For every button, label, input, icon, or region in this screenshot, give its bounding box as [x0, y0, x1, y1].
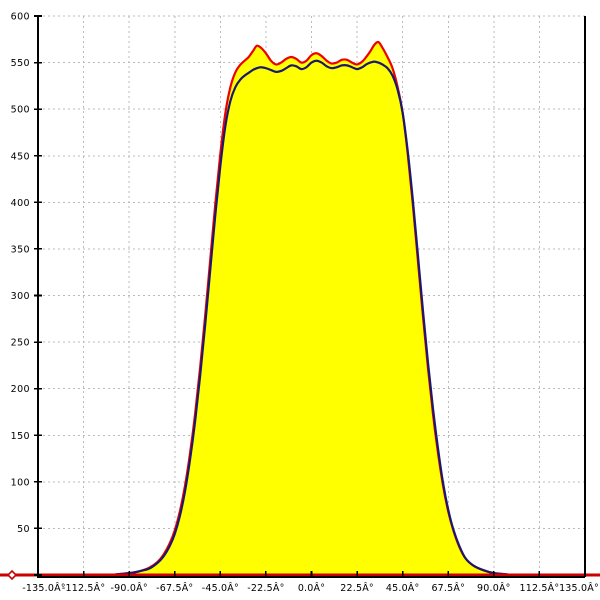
x-axis-tick-label: -135.0Â°	[22, 582, 65, 594]
x-axis-tick-label: 0.0Â°	[298, 582, 325, 594]
y-axis-tick-label: 400	[11, 198, 30, 209]
x-axis-tick-label: -45.0Â°	[202, 582, 239, 594]
tick-mark-layer	[34, 15, 586, 577]
x-axis-tick-label: 22.5Â°	[340, 582, 374, 594]
y-axis-tick-label: 600	[11, 12, 30, 23]
y-axis-tick-labels: 50 100 150 200 250 300 350 400 450 500 550 600	[11, 12, 30, 535]
x-axis-tick-label: 67.5Â°	[431, 582, 465, 594]
y-axis-tick-label: 500	[11, 105, 30, 116]
x-axis-tick-label: -67.5Â°	[156, 582, 193, 594]
y-axis-tick-label: 350	[11, 244, 30, 255]
x-axis-tick-label: 45.0Â°	[386, 582, 420, 594]
y-axis-tick-label: 450	[11, 151, 30, 162]
x-axis-tick-label: -22.5Â°	[247, 582, 284, 594]
y-axis-tick-label: 250	[11, 338, 30, 349]
y-axis-tick-label: 100	[11, 477, 30, 488]
curve-layer	[36, 40, 587, 577]
x-axis-tick-label: 90.0Â°	[477, 582, 511, 594]
x-axis-tick-label: 135.0Â°	[559, 582, 599, 594]
area-fill-yellow	[38, 60, 585, 576]
y-axis-tick-label: 300	[11, 291, 30, 302]
baseline-marker-layer	[6, 569, 18, 581]
y-axis-tick-label: 200	[11, 384, 30, 395]
x-axis-tick-label: -90.0Â°	[111, 582, 148, 594]
baseline-diamond-marker	[6, 569, 18, 581]
area-fill-layer	[38, 42, 585, 576]
x-axis-tick-labels: -135.0Â°-112.5Â° -90.0Â° -67.5Â° -45.0Â° -22…	[22, 582, 599, 594]
x-axis-tick-label: 112.5Â°	[519, 582, 559, 594]
x-axis-tick-label: -112.5Â°	[62, 582, 105, 594]
y-axis-tick-label: 50	[17, 524, 30, 535]
curve-inner-navy	[36, 59, 587, 577]
y-axis-tick-label: 550	[11, 58, 30, 69]
y-axis-tick-label: 150	[11, 431, 30, 442]
